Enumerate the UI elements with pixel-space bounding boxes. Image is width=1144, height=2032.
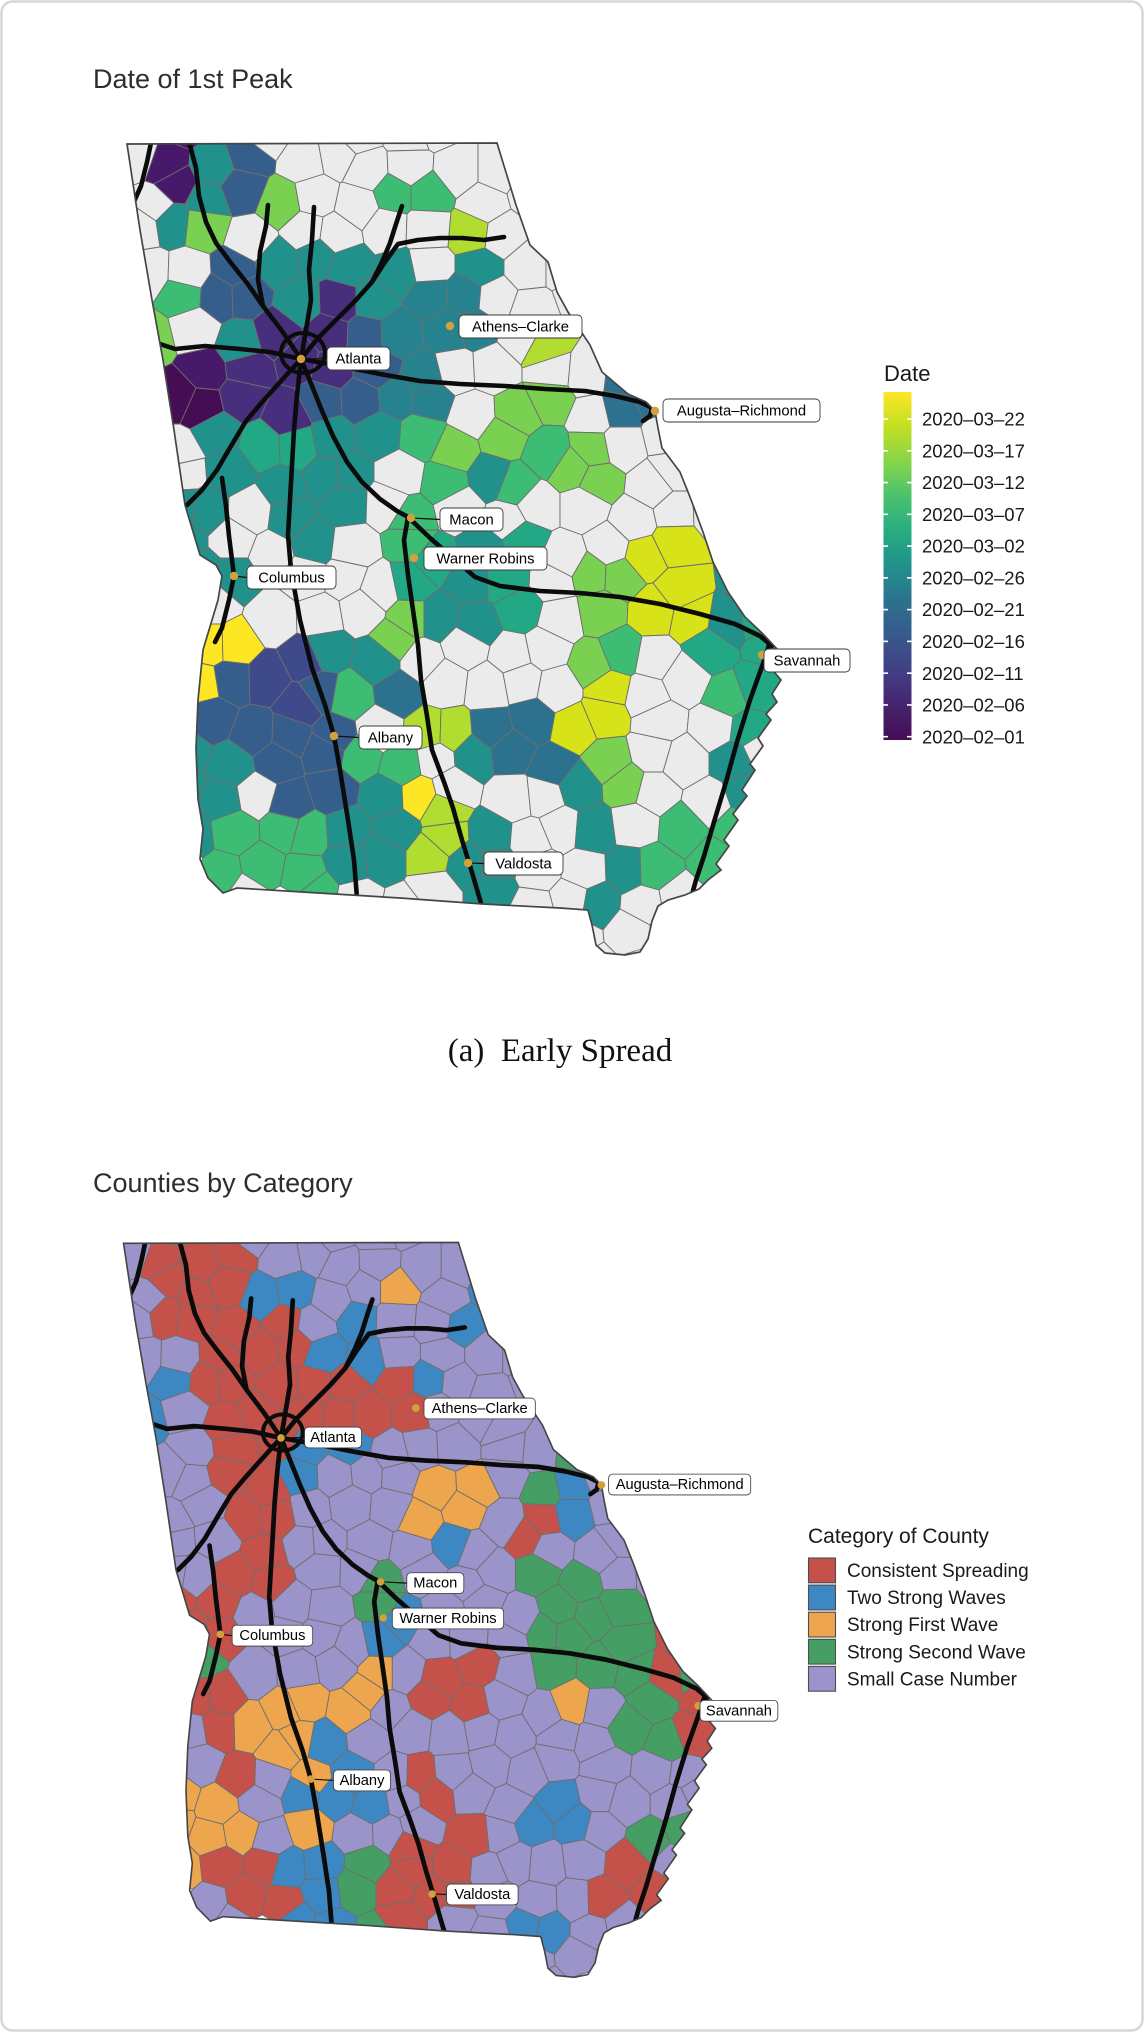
svg-text:Athens–Clarke: Athens–Clarke <box>432 1401 528 1417</box>
svg-text:2020–03–22: 2020–03–22 <box>922 409 1025 430</box>
svg-text:Athens–Clarke: Athens–Clarke <box>472 320 569 336</box>
svg-text:Counties by Category: Counties by Category <box>93 1168 353 1198</box>
svg-text:Albany: Albany <box>340 1773 385 1789</box>
svg-text:2020–02–26: 2020–02–26 <box>922 568 1025 589</box>
svg-text:Augusta–Richmond: Augusta–Richmond <box>677 404 806 420</box>
svg-text:Category of County: Category of County <box>808 1525 989 1548</box>
svg-text:2020–02–11: 2020–02–11 <box>922 663 1024 684</box>
svg-text:Macon: Macon <box>449 513 493 529</box>
svg-text:Date: Date <box>884 361 930 386</box>
svg-text:Columbus: Columbus <box>258 571 325 587</box>
svg-text:2020–03–02: 2020–03–02 <box>922 536 1025 557</box>
svg-text:Consistent Spreading: Consistent Spreading <box>847 1561 1029 1582</box>
svg-text:2020–03–12: 2020–03–12 <box>922 472 1025 493</box>
svg-text:Warner Robins: Warner Robins <box>399 1611 496 1627</box>
svg-text:Warner Robins: Warner Robins <box>436 552 534 568</box>
svg-text:Augusta–Richmond: Augusta–Richmond <box>616 1477 744 1493</box>
svg-text:2020–02–06: 2020–02–06 <box>922 695 1025 716</box>
svg-text:Valdosta: Valdosta <box>454 1887 511 1903</box>
svg-text:2020–02–21: 2020–02–21 <box>922 599 1025 620</box>
svg-text:Strong First Wave: Strong First Wave <box>847 1615 998 1636</box>
svg-text:(a) Early Spread: (a) Early Spread <box>448 1033 673 1069</box>
svg-text:Columbus: Columbus <box>239 1628 305 1644</box>
svg-text:2020–03–17: 2020–03–17 <box>922 440 1025 461</box>
svg-text:Two Strong Waves: Two Strong Waves <box>847 1588 1006 1609</box>
svg-text:Atlanta: Atlanta <box>310 1430 356 1446</box>
svg-text:2020–03–07: 2020–03–07 <box>922 504 1025 525</box>
svg-text:2020–02–16: 2020–02–16 <box>922 631 1025 652</box>
svg-text:Small Case Number: Small Case Number <box>847 1669 1018 1690</box>
svg-text:Savannah: Savannah <box>706 1703 772 1719</box>
svg-text:Valdosta: Valdosta <box>495 857 552 873</box>
svg-text:Macon: Macon <box>413 1576 457 1592</box>
svg-text:Albany: Albany <box>368 731 414 747</box>
svg-text:Date of 1st Peak: Date of 1st Peak <box>93 64 293 94</box>
svg-text:Savannah: Savannah <box>774 654 841 670</box>
svg-text:Strong Second Wave: Strong Second Wave <box>847 1642 1026 1663</box>
svg-text:2020–02–01: 2020–02–01 <box>922 726 1025 747</box>
svg-text:Atlanta: Atlanta <box>335 352 382 368</box>
